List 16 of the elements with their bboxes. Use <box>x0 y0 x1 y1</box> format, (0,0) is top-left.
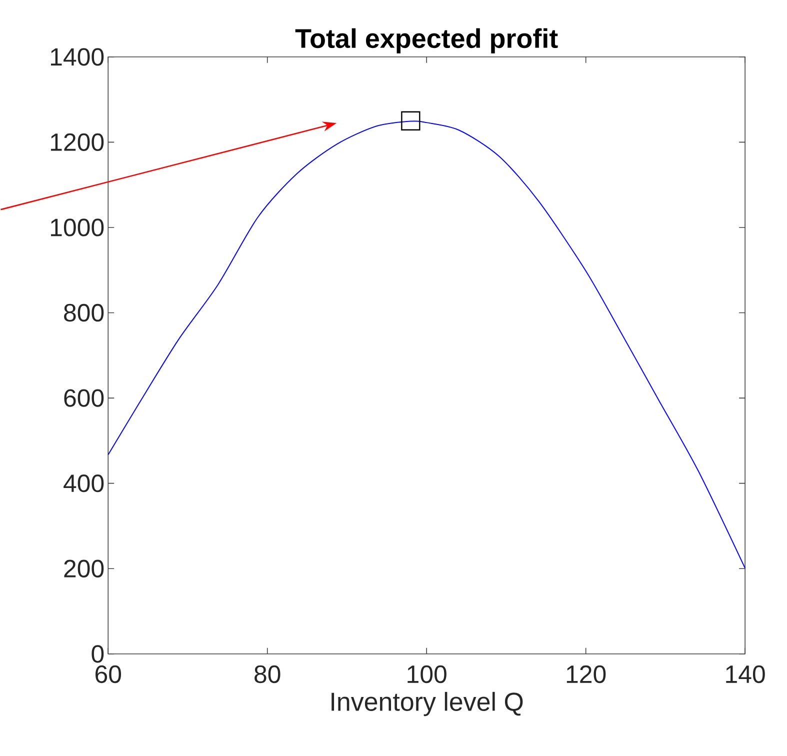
y-tick-label: 1400 <box>51 48 104 66</box>
y-tick-label: 0 <box>92 645 104 663</box>
x-tick-label: 120 <box>566 666 606 684</box>
x-tick-label: 140 <box>726 666 765 684</box>
x-tick-label: 80 <box>254 666 280 684</box>
line-series <box>108 120 746 569</box>
y-tick-label: 600 <box>64 389 104 408</box>
y-tick-label: 200 <box>64 560 104 578</box>
x-tick-label: 100 <box>408 666 446 684</box>
y-tick-label: 1200 <box>51 133 104 152</box>
y-tick-label: 1000 <box>51 218 104 236</box>
chart-title: Total expected profit <box>295 28 558 54</box>
x-tick-label: 60 <box>96 666 122 684</box>
x-axis-title: Inventory level Q <box>332 692 523 716</box>
y-tick-label: 800 <box>64 304 104 322</box>
y-tick-label: 400 <box>64 474 104 492</box>
